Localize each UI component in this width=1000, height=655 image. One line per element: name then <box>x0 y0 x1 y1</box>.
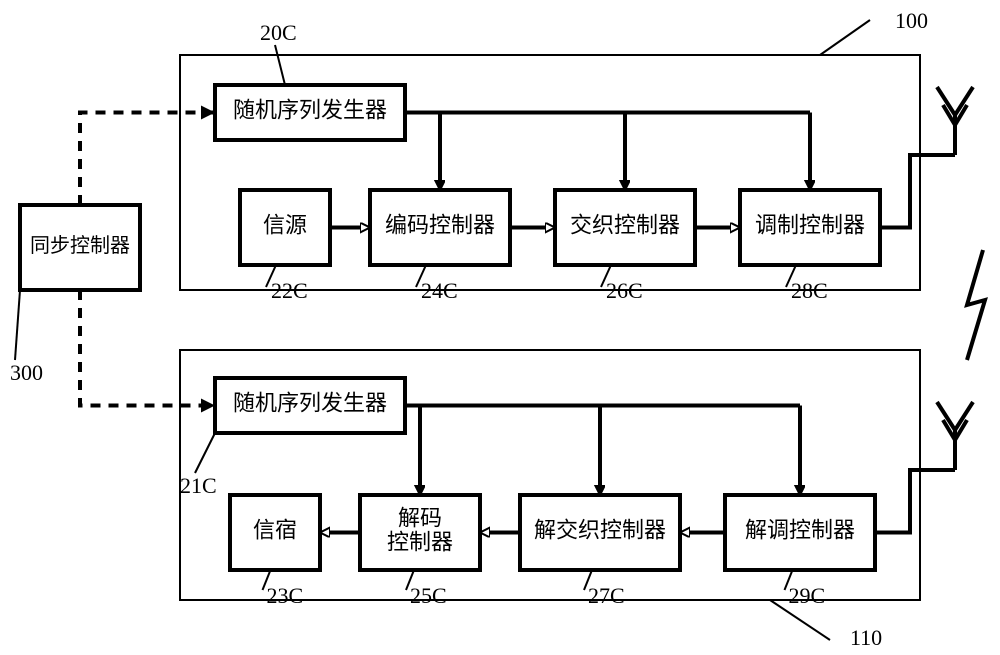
tx-interleaver-label: 交织控制器 <box>570 213 680 238</box>
tx-source-label: 信源 <box>263 213 307 238</box>
leader-300 <box>15 290 20 360</box>
ref-100: 100 <box>895 8 928 33</box>
ref-22C: 22C <box>271 278 308 303</box>
leader-100 <box>820 20 870 55</box>
tx-encoder-label: 编码控制器 <box>385 213 495 238</box>
ref-23C: 23C <box>267 583 304 608</box>
ref-20C: 20C <box>260 20 297 45</box>
radio-bolt <box>967 250 985 360</box>
rx-demodulator-label: 解调控制器 <box>745 518 855 543</box>
ref-29C: 29C <box>789 583 826 608</box>
ref-110: 110 <box>850 625 882 650</box>
svg-text:控制器: 控制器 <box>387 530 453 555</box>
ref-27C: 27C <box>588 583 625 608</box>
rx-rng-label: 随机序列发生器 <box>233 391 387 416</box>
tx-modulator-label: 调制控制器 <box>755 213 865 238</box>
ref-300: 300 <box>10 360 43 385</box>
rx-deinterleaver-label: 解交织控制器 <box>534 518 666 543</box>
ref-24C: 24C <box>421 278 458 303</box>
ref-28C: 28C <box>791 278 828 303</box>
ref-26C: 26C <box>606 278 643 303</box>
rx-sink-label: 信宿 <box>253 518 297 543</box>
tx-rng-label: 随机序列发生器 <box>233 98 387 123</box>
svg-text:解码: 解码 <box>398 505 442 530</box>
ref-21C: 21C <box>180 473 217 498</box>
sync-controller-label: 同步控制器 <box>30 234 130 257</box>
ref-25C: 25C <box>410 583 447 608</box>
